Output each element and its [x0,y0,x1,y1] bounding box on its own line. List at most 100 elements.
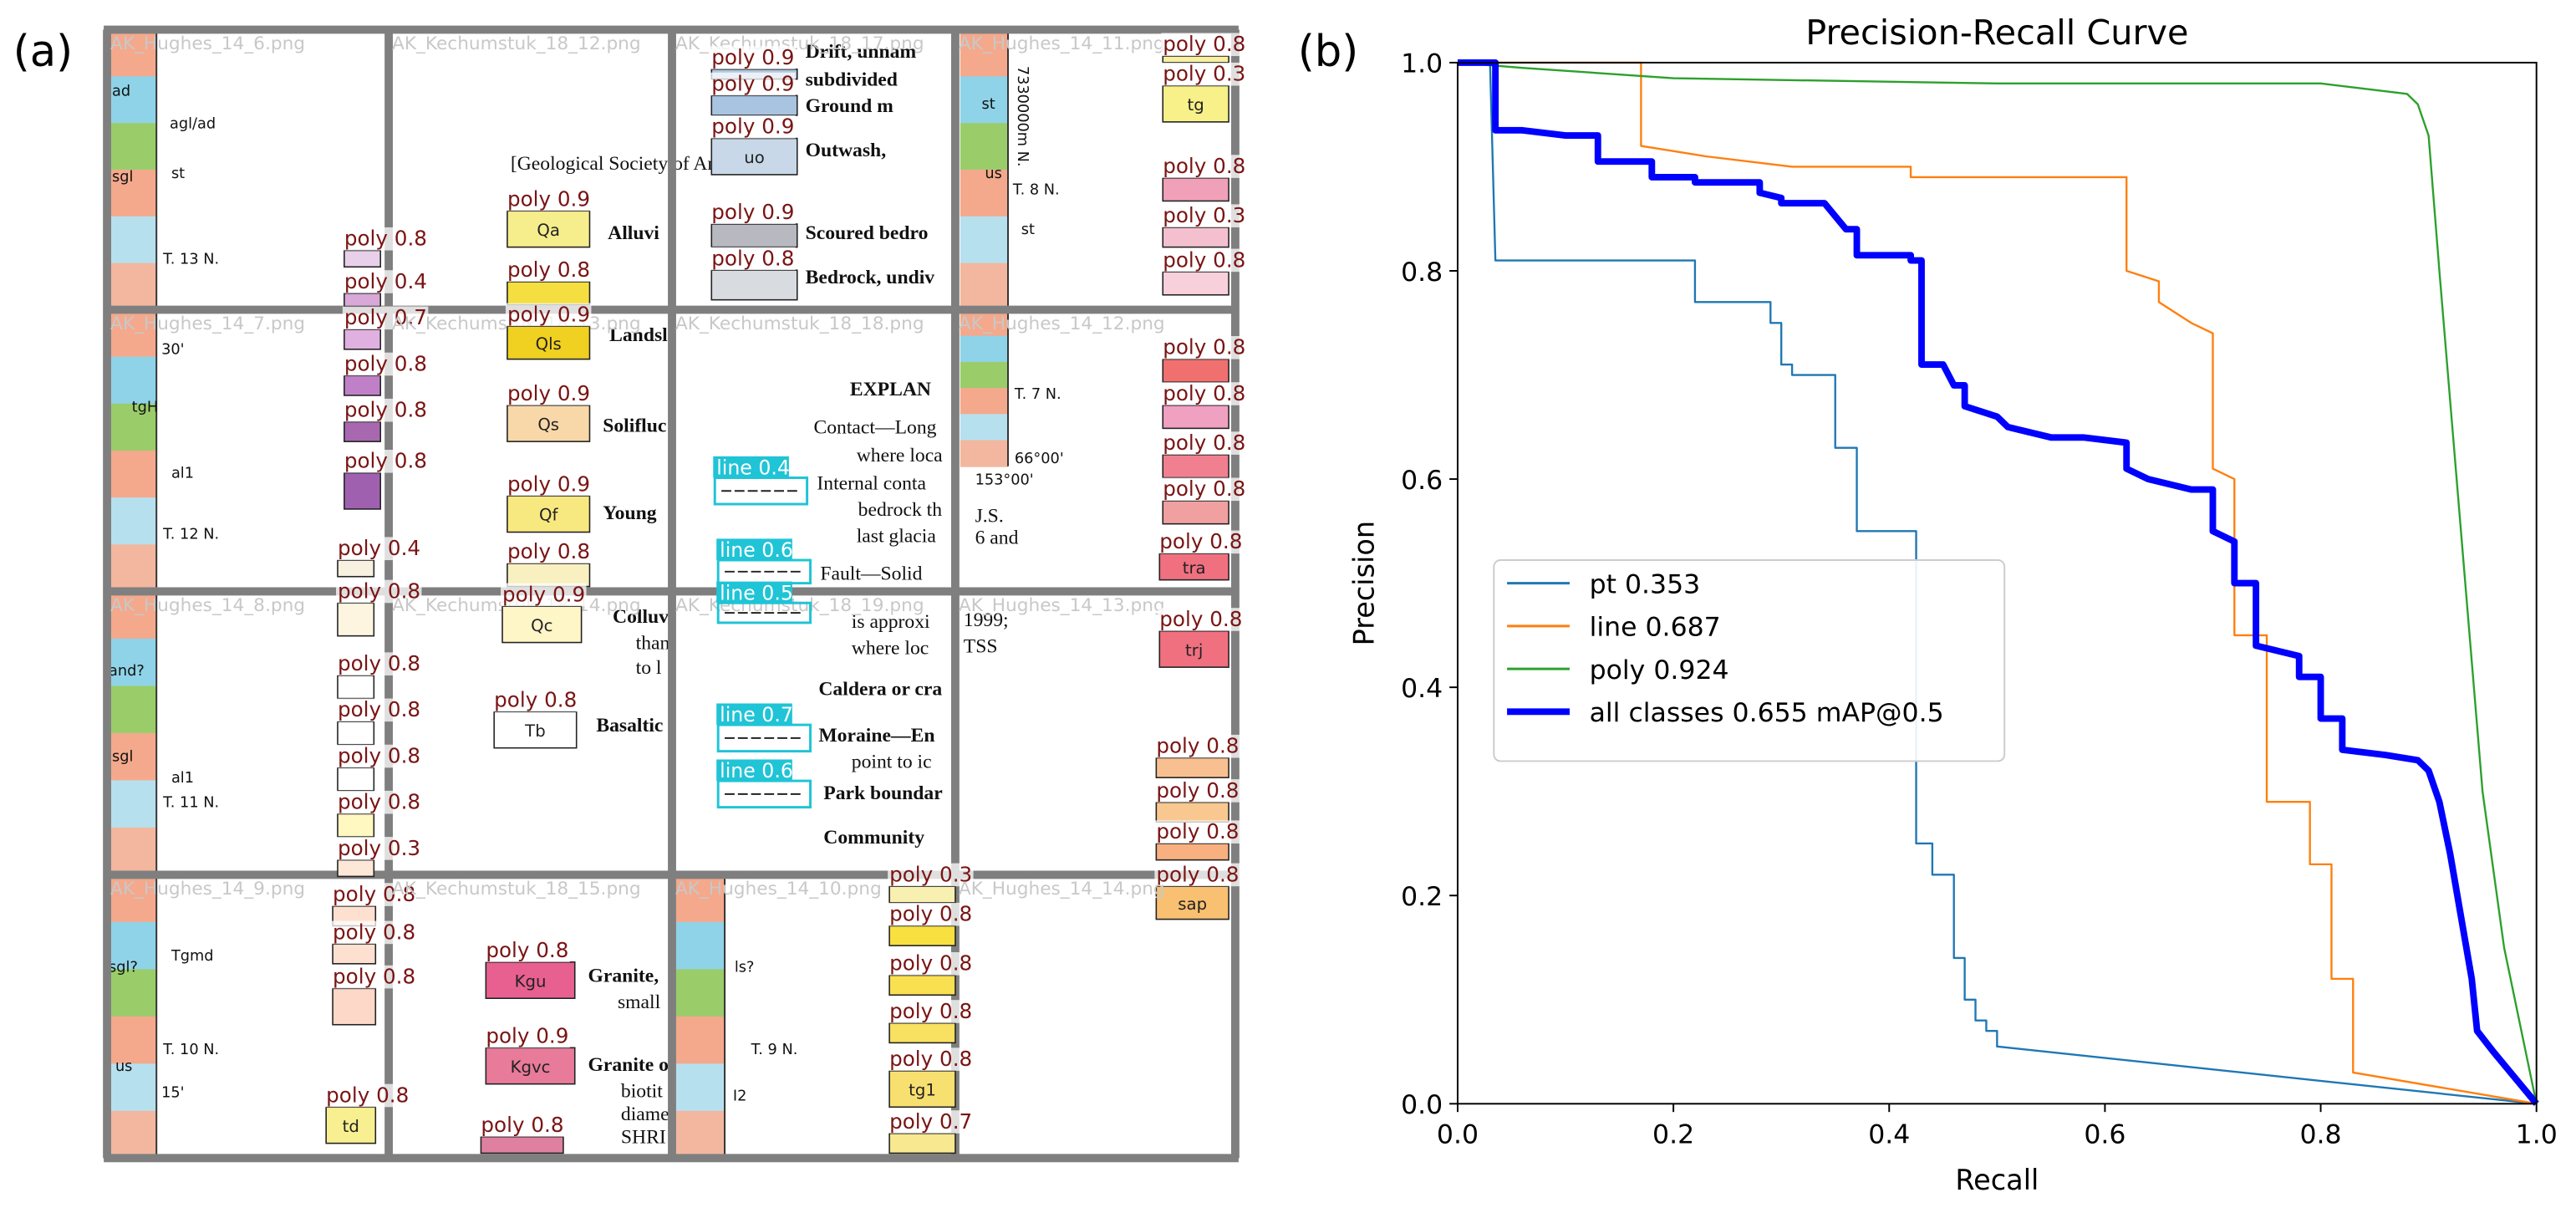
detection-box [710,137,798,176]
detection-box [1162,500,1229,525]
map-unit [107,544,157,593]
map-unit [107,969,157,1017]
map-text: sgl? [109,960,138,976]
map-unit [960,262,1008,311]
detection-label-bg [336,744,422,768]
legend: pt 0.353 line 0.687 poly 0.924 all classes … [1493,559,2006,762]
legend-label: pt 0.353 [1590,569,1701,599]
detection: line 0.6 [716,538,812,585]
map-text: T. 8 N. [1012,182,1060,199]
detection-label-bg [505,258,592,282]
detection-label: poly 0.8 [1163,154,1245,178]
unit-code: Qs [537,415,559,434]
panel-label: (b) [1298,27,1358,77]
detection-label: poly 0.8 [889,902,972,926]
detection-box [337,602,375,637]
detection: poly 0.8 [1154,778,1240,823]
detection: poly 0.8 [336,743,422,792]
map-text: T. 10 N. [162,1042,219,1058]
detection-label-bg [342,306,429,330]
detection: poly 0.4 [336,536,422,578]
pr-chart: Precision-Recall Curve Recall Precision 0.0… [1347,13,2557,1196]
detection-label: poly 0.8 [344,398,427,422]
detection: sap poly 0.8 [1154,862,1240,920]
detection-box [344,249,381,268]
map-unit [960,361,1008,390]
pr-line [1457,61,2537,1105]
map-text: Caldera or cra [818,679,942,701]
detection: poly 0.8 [336,790,422,838]
detection-label: poly 0.9 [507,381,590,405]
map-unit [107,638,157,687]
detection: poly 0.8 [336,651,422,700]
map-text: point to ic [852,751,932,772]
detection: poly 0.7 [342,305,429,350]
detection-label-bg [1161,62,1247,86]
unit-code: tg1 [909,1080,936,1099]
map-text: al1 [171,770,194,787]
detection-label-bg [716,703,792,726]
y-tick-label: 1.0 [1401,49,1443,79]
detection-label-bg [1161,382,1247,405]
detection-box [1162,227,1229,248]
legend-label: all classes 0.655 mAP@0.5 [1590,698,1944,728]
map-unit [107,29,157,78]
detection-label-bg [888,952,974,976]
detection-label: poly 0.7 [344,305,427,329]
map-text: SHRI [621,1127,666,1149]
detection: Tb poly 0.8 [492,687,578,749]
map-unit [107,827,157,876]
detection-label: poly 0.8 [494,687,577,711]
detection-label-bg [888,1000,974,1023]
detection-label-bg [888,1047,974,1071]
detection-box [344,293,381,308]
map-text: where loca [857,445,943,466]
map-text: [Geological Society of Am [511,153,723,175]
detection-label: poly 0.8 [338,651,420,675]
x-tick-label: 0.6 [2084,1120,2125,1150]
detection: poly 0.3 [888,862,974,904]
detection-label: poly 0.8 [344,449,427,473]
map-unit [107,356,157,405]
detection-label-bg [1161,477,1247,502]
map-unit [107,780,157,828]
detection-label: poly 0.3 [338,836,420,860]
detection-box [1155,885,1229,920]
map-text: I2 [733,1088,747,1104]
y-tick-label: 0.6 [1401,466,1443,496]
detection-label: line 0.5 [720,581,793,604]
detection-label-bg [342,270,429,293]
map-unit [107,169,157,217]
detection-box [337,559,375,578]
map-text: Internal conta [817,472,926,494]
map-text: small [618,991,661,1013]
tile-name: AK_Hughes_14_9.png [110,879,305,900]
detection-label: poly 0.9 [711,71,794,95]
detection: poly 0.8 [710,246,798,301]
detection-box [501,605,583,644]
unit-code: Kgvc [511,1058,551,1077]
map-text: 1999; [964,609,1009,631]
detection: poly 0.8 [342,227,429,268]
map-text: bedrock th [858,499,943,521]
pr-line [1457,61,2538,1104]
detection-label-bg [1161,204,1247,227]
detection-label-bg [342,398,429,422]
detection-label-bg [336,790,422,814]
detection-label: poly 0.3 [1163,203,1245,227]
map-text: 66°00' [1015,451,1064,467]
detection: Kgvc poly 0.9 [484,1023,576,1085]
detection: tra poly 0.8 [1158,529,1244,581]
map-text: Tgmd [171,948,214,965]
detection: tg1 poly 0.8 [888,1047,974,1109]
detection-box [337,813,375,838]
detection-label-bg [716,581,792,604]
x-tick-label: 0.0 [1437,1120,1479,1150]
detection-box [507,495,591,533]
detection: poly 0.8 [888,902,974,946]
detection-label-bg [501,583,587,607]
mosaic: ad agl/ad st sgl T. 13 N. [Geological Society… [103,25,1247,1163]
detection-label: poly 0.8 [1156,778,1239,803]
map-unit [107,123,157,171]
detection: poly 0.8 [1161,154,1247,202]
